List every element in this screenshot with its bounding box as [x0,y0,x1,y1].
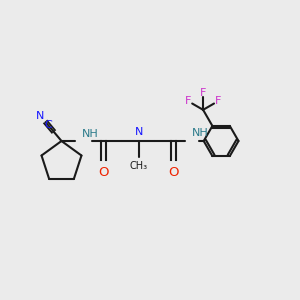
Text: O: O [98,166,109,179]
Text: C: C [44,120,52,130]
Text: N: N [36,111,44,121]
Text: N: N [134,128,143,137]
Text: F: F [185,96,192,106]
Text: NH: NH [82,129,99,139]
Text: NH: NH [192,128,208,138]
Text: CH₃: CH₃ [130,161,148,171]
Text: F: F [200,88,206,98]
Text: F: F [214,96,221,106]
Text: O: O [169,166,179,179]
